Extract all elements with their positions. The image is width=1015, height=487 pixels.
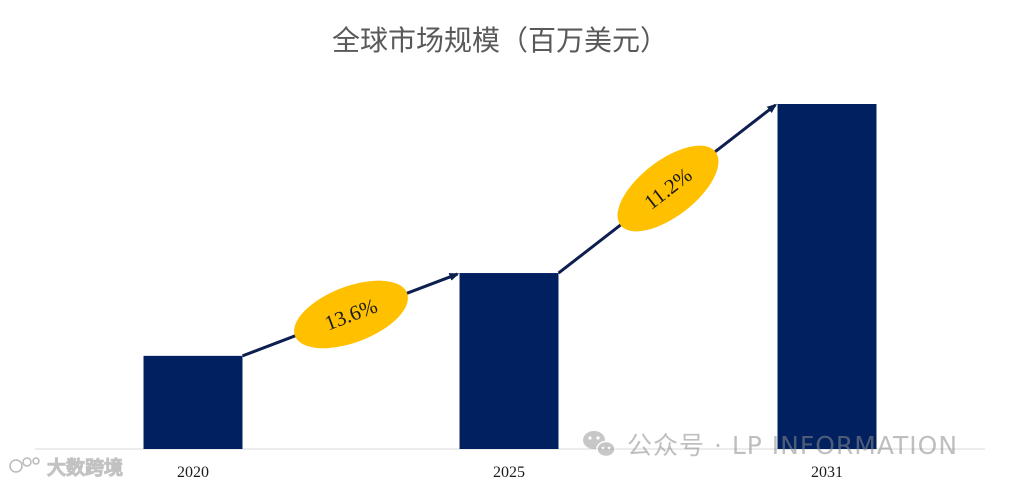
growth-ellipse: [294, 280, 408, 349]
wechat-watermark-text: 公众号 · LP INFORMATION: [627, 431, 958, 460]
bar-2020: [143, 355, 243, 449]
plot-area: 13.6% 11.2% 2020 2025 2031: [35, 103, 985, 481]
bars: [143, 104, 877, 449]
chart-title: 全球市场规模（百万美元）: [332, 24, 668, 57]
logo-icon: [9, 457, 40, 473]
wechat-watermark: 公众号 · LP INFORMATION: [583, 431, 958, 460]
bar-2025: [459, 273, 559, 449]
x-tick-label-2020: 2020: [177, 464, 209, 481]
growth-label-2020-2025: 13.6%: [294, 280, 408, 349]
x-tick-label-2031: 2031: [811, 464, 843, 481]
corner-watermark-text: 大数跨境: [47, 456, 123, 479]
bar-2031: [777, 104, 877, 449]
wechat-icon: [583, 431, 616, 458]
x-tick-labels: 2020 2025 2031: [177, 464, 843, 481]
growth-label-2025-2031: 11.2%: [617, 145, 719, 232]
x-tick-label-2025: 2025: [493, 464, 525, 481]
growth-ellipse: [617, 145, 719, 232]
corner-watermark: 大数跨境: [9, 456, 123, 479]
growth-labels: 13.6% 11.2%: [294, 145, 719, 349]
